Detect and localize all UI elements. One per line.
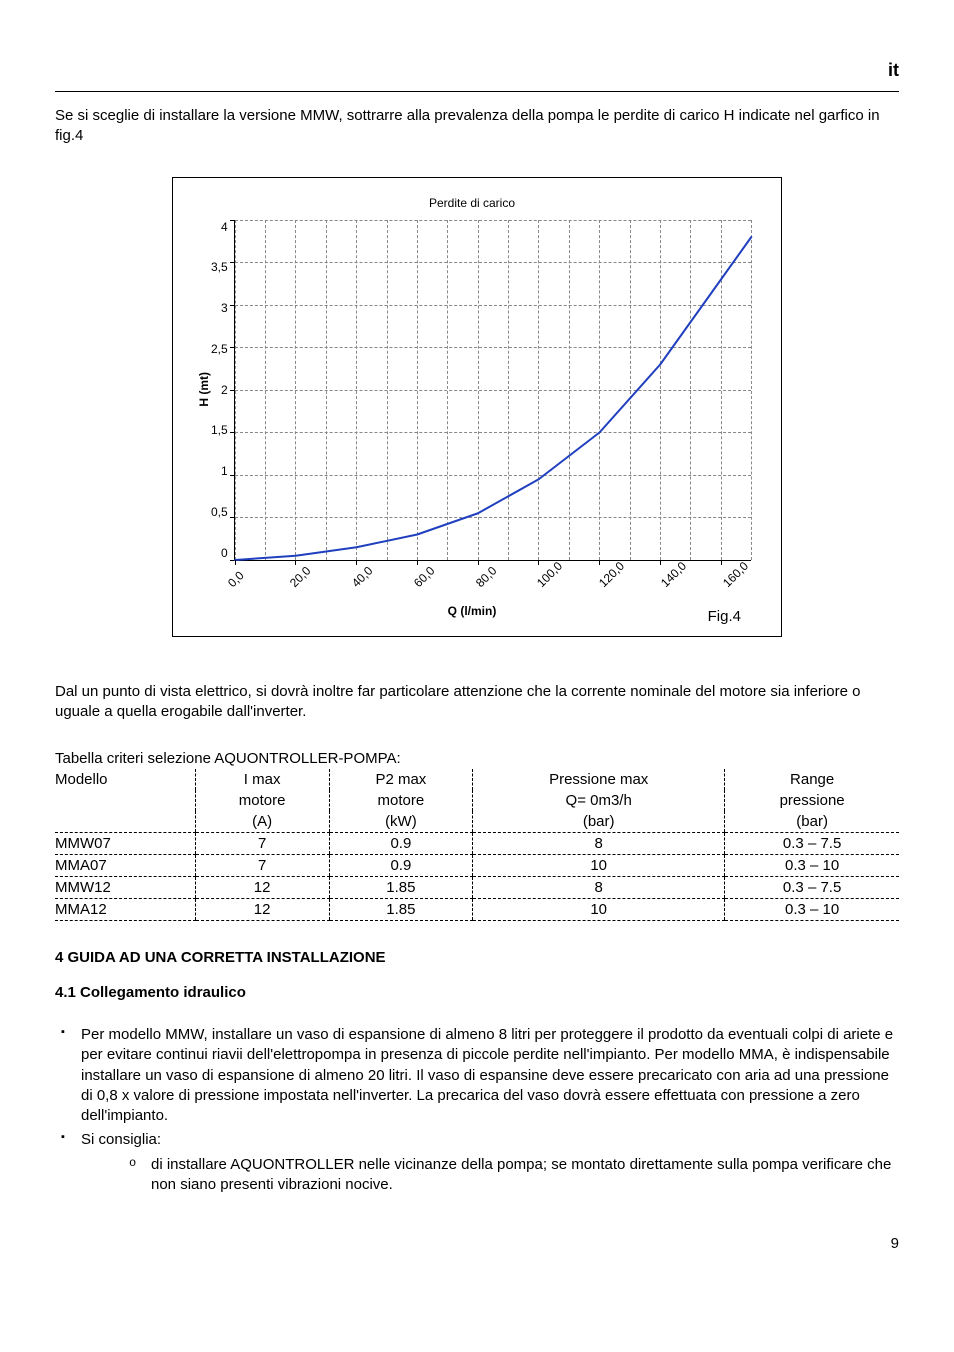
xtick: 0,0	[225, 568, 247, 590]
table-cell: 1.85	[329, 877, 472, 899]
xtick: 120,0	[596, 558, 627, 589]
sub-list: di installare AQUONTROLLER nelle vicinan…	[81, 1155, 899, 1196]
chart-y-axis-label: H (mt)	[193, 372, 211, 407]
chart-x-ticks: 0,0 20,0 40,0 60,0 80,0 100,0 120,0 140,0 160,0	[225, 560, 751, 600]
table-cell: MMA12	[55, 899, 195, 921]
th: Pressione max	[473, 769, 725, 790]
table-cell: 0.3 – 7.5	[725, 877, 899, 899]
section-4-heading: 4 GUIDA AD UNA CORRETTA INSTALLAZIONE	[55, 949, 899, 966]
list-item-lead: Si consiglia:	[81, 1131, 161, 1148]
th: (bar)	[725, 811, 899, 833]
xtick: 80,0	[473, 563, 499, 589]
section-4-1-heading: 4.1 Collegamento idraulico	[55, 984, 899, 1001]
table-cell: MMA07	[55, 855, 195, 877]
xtick: 20,0	[287, 563, 313, 589]
table-cell: 10	[473, 855, 725, 877]
bullet-list: Per modello MMW, installare un vaso di e…	[55, 1025, 899, 1195]
table-cell: MMW07	[55, 833, 195, 855]
page-number: 9	[55, 1235, 899, 1252]
table-cell: 7	[195, 855, 329, 877]
xtick: 160,0	[720, 558, 751, 589]
sub-list-item: di installare AQUONTROLLER nelle vicinan…	[81, 1155, 899, 1196]
chart-line	[235, 220, 751, 560]
ytick: 1	[211, 464, 228, 478]
table-row: MMA12121.85100.3 – 10	[55, 899, 899, 921]
ytick: 2	[211, 383, 228, 397]
th: motore	[195, 790, 329, 811]
th: (bar)	[473, 811, 725, 833]
ytick: 2,5	[211, 342, 228, 356]
table-cell: 8	[473, 833, 725, 855]
ytick: 0,5	[211, 505, 228, 519]
th: I max	[195, 769, 329, 790]
th	[55, 811, 195, 833]
xtick: 60,0	[411, 563, 437, 589]
th: Modello	[55, 769, 195, 790]
table-row: MMW0770.980.3 – 7.5	[55, 833, 899, 855]
xtick: 100,0	[534, 558, 565, 589]
th	[55, 790, 195, 811]
ytick: 4	[211, 220, 228, 234]
chart-body: H (mt) 4 3,5 3 2,5 2 1,5 1 0,5 0	[193, 220, 751, 560]
xtick: 140,0	[658, 558, 689, 589]
th: P2 max	[329, 769, 472, 790]
table-cell: 12	[195, 877, 329, 899]
table-cell: 8	[473, 877, 725, 899]
ytick: 1,5	[211, 423, 228, 437]
th: (kW)	[329, 811, 472, 833]
table-cell: MMW12	[55, 877, 195, 899]
table-cell: 12	[195, 899, 329, 921]
chart-container: Perdite di carico H (mt) 4 3,5 3 2,5 2 1…	[172, 177, 782, 637]
table-cell: 0.3 – 10	[725, 899, 899, 921]
ytick: 3,5	[211, 260, 228, 274]
th: motore	[329, 790, 472, 811]
table-cell: 0.3 – 10	[725, 855, 899, 877]
selection-table: Modello I max P2 max Pressione max Range…	[55, 769, 899, 921]
ytick: 3	[211, 301, 228, 315]
table-row: MMA0770.9100.3 – 10	[55, 855, 899, 877]
list-item: Per modello MMW, installare un vaso di e…	[55, 1025, 899, 1126]
table-row: MMW12121.8580.3 – 7.5	[55, 877, 899, 899]
table-caption: Tabella criteri selezione AQUONTROLLER-P…	[55, 750, 899, 767]
intro-paragraph: Se si sceglie di installare la versione …	[55, 106, 899, 147]
table-cell: 0.3 – 7.5	[725, 833, 899, 855]
table-cell: 0.9	[329, 855, 472, 877]
th: pressione	[725, 790, 899, 811]
table-cell: 10	[473, 899, 725, 921]
th: Q= 0m3/h	[473, 790, 725, 811]
table-cell: 0.9	[329, 833, 472, 855]
chart-plot-area	[234, 220, 751, 561]
language-label: it	[55, 60, 899, 81]
ytick: 0	[211, 546, 228, 560]
chart-x-axis-label: Q (l/min)	[448, 604, 497, 618]
after-chart-paragraph: Dal un punto di vista elettrico, si dovr…	[55, 682, 899, 723]
table-cell: 7	[195, 833, 329, 855]
chart-title: Perdite di carico	[193, 196, 751, 210]
th: (A)	[195, 811, 329, 833]
list-item: Si consiglia: di installare AQUONTROLLER…	[55, 1130, 899, 1195]
top-rule	[55, 91, 899, 92]
table-cell: 1.85	[329, 899, 472, 921]
figure-label: Fig.4	[708, 608, 741, 625]
th: Range	[725, 769, 899, 790]
xtick: 40,0	[349, 563, 375, 589]
